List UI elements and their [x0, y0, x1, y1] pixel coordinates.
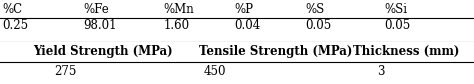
Text: 275: 275: [55, 65, 77, 78]
Text: 0.04: 0.04: [235, 19, 261, 32]
Text: 0.25: 0.25: [2, 19, 28, 32]
Text: 0.05: 0.05: [384, 19, 410, 32]
Text: Yield Strength (MPa): Yield Strength (MPa): [33, 45, 173, 58]
Text: %Fe: %Fe: [83, 3, 109, 16]
Text: 0.05: 0.05: [306, 19, 332, 32]
Text: Tensile Strength (MPa): Tensile Strength (MPa): [199, 45, 353, 58]
Text: 1.60: 1.60: [164, 19, 190, 32]
Text: %C: %C: [2, 3, 22, 16]
Text: 3: 3: [377, 65, 384, 78]
Text: %S: %S: [306, 3, 325, 16]
Text: Thickness (mm): Thickness (mm): [353, 45, 459, 58]
Text: 450: 450: [204, 65, 226, 78]
Text: %Mn: %Mn: [164, 3, 194, 16]
Text: %P: %P: [235, 3, 254, 16]
Text: %Si: %Si: [384, 3, 407, 16]
Text: 98.01: 98.01: [83, 19, 117, 32]
